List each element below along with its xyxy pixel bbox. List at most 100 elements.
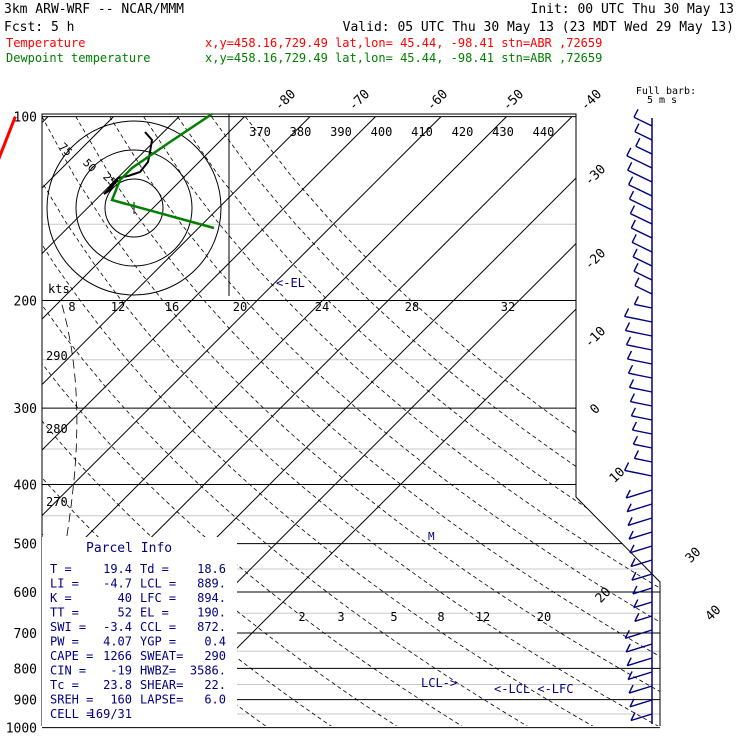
wind-barb-flag	[627, 517, 633, 526]
temperature-location-info: x,y=458.16,729.49 lat,lon= 45.44, -98.41…	[205, 36, 602, 50]
wind-barb	[630, 212, 653, 225]
dry-adiabat-line	[143, 116, 660, 726]
isotherm-label: 20	[593, 585, 615, 607]
wind-barb-flag	[633, 296, 640, 305]
wind-barb	[631, 573, 653, 581]
isotherm-label: -40	[578, 87, 605, 114]
wind-barb	[632, 587, 653, 595]
wind-barb-flag	[627, 364, 634, 374]
wind-barb-flag	[630, 219, 636, 229]
pressure-tick-label: 900	[14, 694, 37, 709]
isotherm-label: -80	[272, 87, 299, 114]
dry-adiabat-line	[42, 116, 619, 726]
wind-barb-flag	[629, 205, 636, 214]
dry-adiabat-label: 290	[46, 349, 68, 363]
theta-label: 400	[371, 125, 393, 139]
wind-barb	[633, 443, 653, 449]
wind-barb-flag	[626, 350, 633, 360]
lcl-lfc-annotation: <-LCL <-LFC	[494, 682, 573, 696]
wind-barb	[626, 657, 653, 667]
wind-barb	[635, 145, 653, 155]
wind-barb	[629, 198, 653, 211]
wind-barb-flag	[632, 585, 638, 595]
wind-barb	[629, 699, 653, 708]
wind-barb	[633, 601, 653, 609]
dry-adiabat-label: 270	[46, 495, 68, 509]
wind-barb-flag	[625, 336, 632, 346]
theta-label: 380	[290, 125, 312, 139]
isotherm-label: -50	[500, 87, 527, 114]
isotherm-label: -70	[346, 87, 373, 114]
hodograph-ring	[104, 178, 164, 238]
wind-barb-flag	[634, 123, 640, 133]
forecast-hour: Fcst: 5 h	[4, 20, 74, 35]
wind-barb-flag	[631, 421, 638, 431]
profiles: <-EL LCL-> <-LCL <-LFC M	[0, 112, 573, 696]
parcel-row-label: LFC =	[140, 591, 176, 605]
model-title: 3km ARW-WRF -- NCAR/MMM	[4, 2, 184, 17]
wind-barb-flag	[632, 435, 639, 445]
wind-barb-flag	[627, 176, 634, 186]
theta-label: 430	[492, 125, 514, 139]
el-annotation: <-EL	[276, 276, 305, 290]
hodograph-ring-label: 75	[56, 140, 75, 159]
wind-barb	[629, 545, 653, 554]
pressure-tick-label: 600	[14, 586, 37, 601]
temperature-label: Temperature	[6, 36, 85, 50]
wind-barb	[634, 303, 653, 309]
parcel-info-title: Parcel Info	[86, 541, 172, 556]
wind-barb-flag	[630, 712, 636, 721]
wind-barb	[631, 241, 653, 253]
isotherm-label: 0	[587, 401, 603, 417]
wind-barbs: Full barb:5 m s	[623, 86, 696, 724]
pressure-tick-label: 300	[14, 402, 37, 417]
isotherm-label: -10	[582, 324, 609, 351]
dry-adiabat-line	[177, 116, 660, 726]
wind-barb	[627, 358, 653, 365]
barb-legend-title: Full barb:	[636, 86, 696, 97]
isotherm-label: -60	[424, 87, 451, 114]
wind-barb-flag	[626, 147, 632, 157]
wind-barb	[633, 116, 653, 127]
hodograph-ring	[46, 120, 222, 296]
moist-adiabat-line	[42, 300, 78, 726]
dry-adiabat-line	[211, 116, 660, 726]
wind-barb-flag	[635, 137, 641, 147]
wind-barb-flag	[633, 599, 639, 608]
wind-barb-flag	[633, 262, 639, 272]
wind-barb-flag	[627, 161, 633, 171]
isotherm-line	[42, 116, 376, 726]
wind-barb	[628, 531, 653, 540]
theta-label: 390	[330, 125, 352, 139]
pressure-tick-label: 400	[14, 478, 37, 493]
wind-barb	[624, 469, 653, 477]
m-annotation: M	[428, 530, 435, 543]
dry-adiabat-line	[75, 116, 660, 726]
wind-barb	[625, 329, 653, 337]
hodograph-speed-label: 8	[68, 300, 75, 314]
parcel-row-label: CIN =	[50, 664, 86, 678]
parcel-row-label: Tc =	[50, 678, 79, 692]
skewt-frame	[41, 113, 661, 729]
wind-barb-flag	[630, 558, 636, 567]
dewpoint-profile-upper	[110, 112, 215, 230]
wind-barb	[634, 457, 653, 463]
theta-label: 370	[249, 125, 271, 139]
valid-time: Valid: 05 UTC Thu 30 May 13 (23 MDT Wed …	[343, 20, 734, 35]
parcel-row-value: 18.6	[197, 562, 226, 576]
parcel-row-label: SREH =	[50, 693, 93, 707]
wind-barb	[634, 131, 653, 141]
wind-barb	[632, 429, 653, 435]
parcel-row-value: 6.0	[204, 693, 226, 707]
parcel-row-value: 160	[110, 693, 132, 707]
dewpoint-location-info: x,y=458.16,729.49 lat,lon= 45.44, -98.41…	[205, 51, 602, 65]
wind-barb-flag	[629, 393, 636, 402]
mixing-ratio-label: 12	[476, 610, 490, 624]
dry-adiabat-line	[42, 116, 486, 726]
pressure-tick-label: 700	[14, 627, 37, 642]
parcel-info-background	[42, 537, 237, 726]
wind-barb-flag	[628, 530, 634, 540]
parcel-row-value: 40	[118, 591, 132, 605]
dry-adiabat-line	[109, 116, 660, 726]
